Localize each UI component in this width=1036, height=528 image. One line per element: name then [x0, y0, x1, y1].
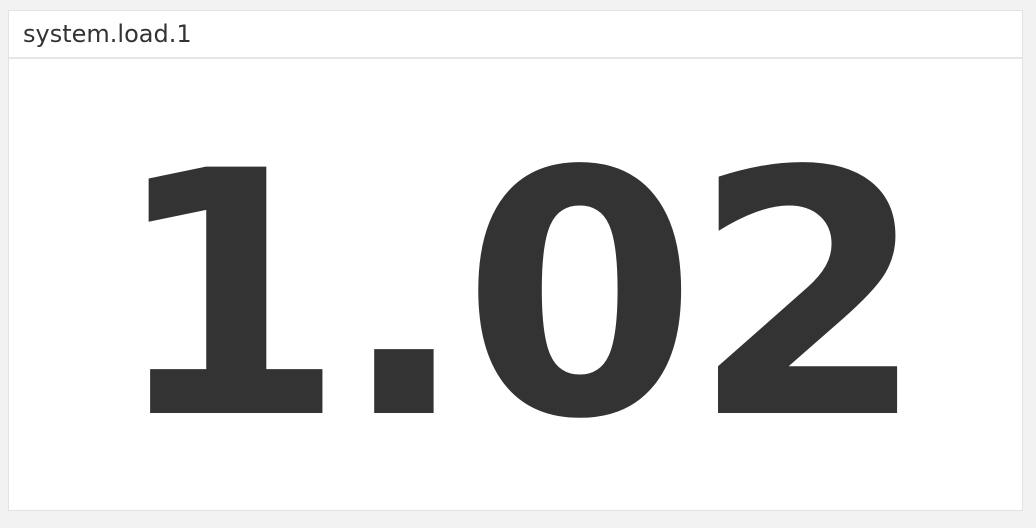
widget-body: 1.02	[9, 59, 1022, 510]
query-value-widget: system.load.1 1.02	[8, 10, 1023, 511]
widget-header: system.load.1	[9, 11, 1022, 59]
metric-value: 1.02	[110, 98, 927, 493]
widget-title: system.load.1	[23, 20, 192, 48]
